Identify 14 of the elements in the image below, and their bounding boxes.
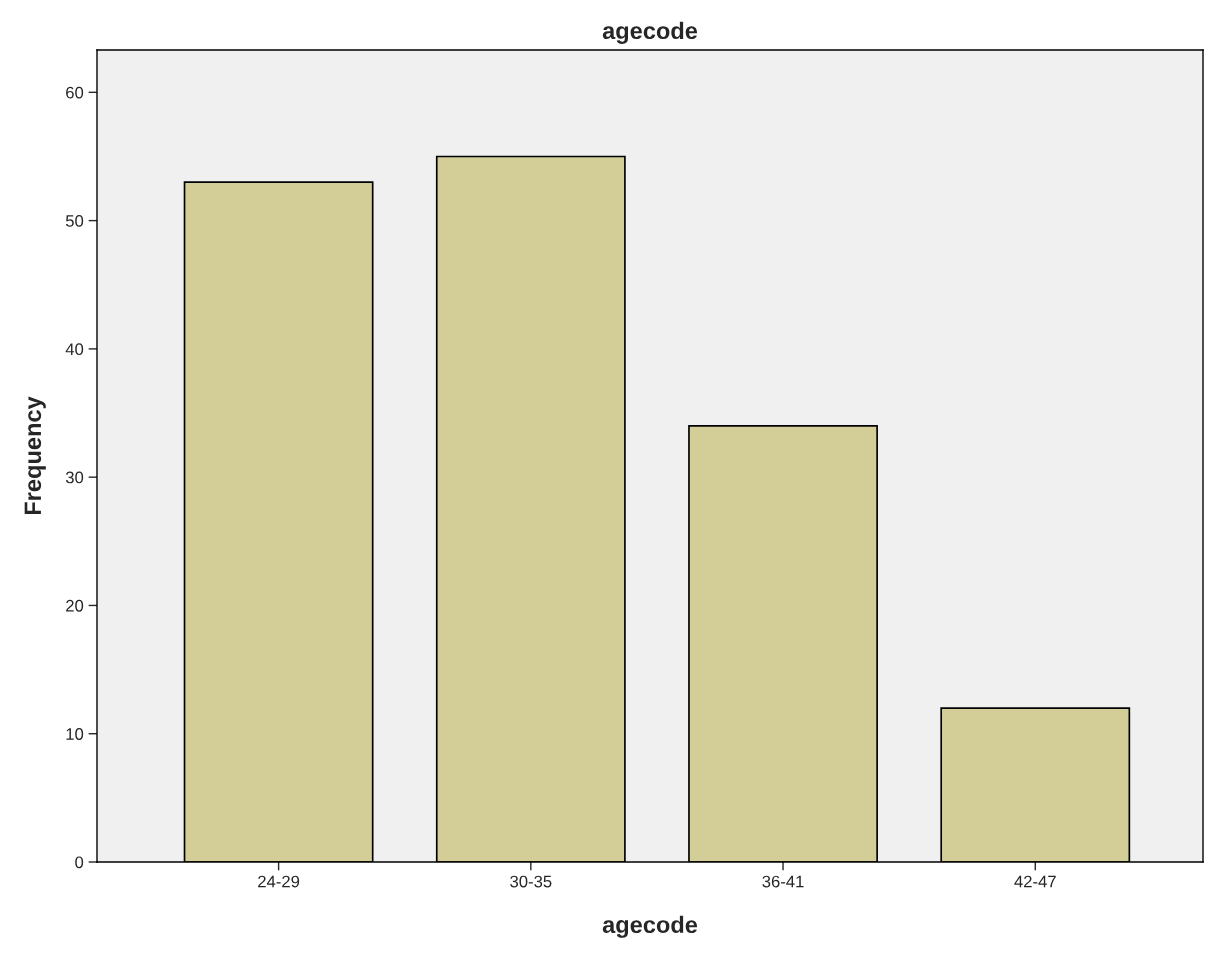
x-tick-label: 30-35 [510,875,552,888]
x-tick-label: 36-41 [762,875,804,888]
x-tick-label: 24-29 [258,875,300,888]
y-tick-label: 0 [75,856,84,869]
y-tick-label: 50 [65,215,84,227]
y-tick-label: 40 [65,343,84,356]
y-tick-label: 20 [66,599,84,612]
x-axis-title: agecode [602,915,698,938]
y-axis-title: Frequency [24,396,46,515]
y-tick-label: 60 [66,86,84,99]
y-tick-label: 30 [65,471,84,484]
chart-title: agecode [602,21,698,44]
y-tick-label: 10 [66,728,84,740]
x-tick-label: 42-47 [1014,875,1056,888]
